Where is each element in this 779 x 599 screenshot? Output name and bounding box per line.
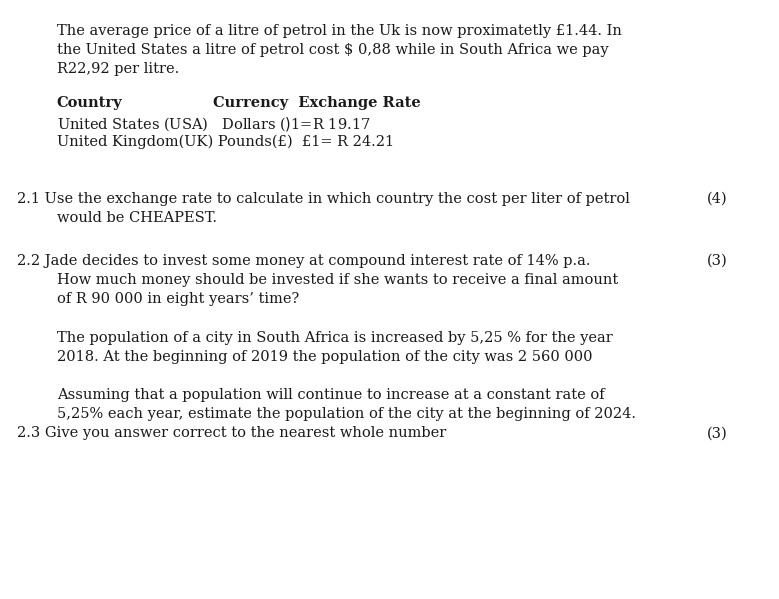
Text: (3): (3) (707, 254, 728, 268)
Text: the United States a litre of petrol cost $ 0,88 while in South Africa we pay: the United States a litre of petrol cost… (57, 43, 608, 57)
Text: Currency  Exchange Rate: Currency Exchange Rate (213, 96, 421, 110)
Text: 2018. At the beginning of 2019 the population of the city was 2 560 000: 2018. At the beginning of 2019 the popul… (57, 350, 592, 364)
Text: The population of a city in South Africa is increased by 5,25 % for the year: The population of a city in South Africa… (57, 331, 612, 344)
Text: The average price of a litre of petrol in the Uk is now proximatetly £1.44. In: The average price of a litre of petrol i… (57, 24, 622, 38)
Text: would be CHEAPEST.: would be CHEAPEST. (57, 211, 217, 225)
Text: United Kingdom(UK) Pounds(£)  £1= R 24.21: United Kingdom(UK) Pounds(£) £1= R 24.21 (57, 134, 394, 149)
Text: 5,25% each year, estimate the population of the city at the beginning of 2024.: 5,25% each year, estimate the population… (57, 407, 636, 421)
Text: Assuming that a population will continue to increase at a constant rate of: Assuming that a population will continue… (57, 388, 605, 402)
Text: of R 90 000 in eight years’ time?: of R 90 000 in eight years’ time? (57, 292, 299, 306)
Text: 2.3 Give you answer correct to the nearest whole number: 2.3 Give you answer correct to the neare… (17, 426, 446, 440)
Text: R22,92 per litre.: R22,92 per litre. (57, 62, 179, 76)
Text: United States (USA)   Dollars ($) $1=R 19.17: United States (USA) Dollars ($) $1=R 19.… (57, 115, 371, 133)
Text: 2.1 Use the exchange rate to calculate in which country the cost per liter of pe: 2.1 Use the exchange rate to calculate i… (17, 192, 630, 205)
Text: Country: Country (57, 96, 122, 110)
Text: (3): (3) (707, 426, 728, 440)
Text: How much money should be invested if she wants to receive a final amount: How much money should be invested if she… (57, 273, 618, 287)
Text: (4): (4) (707, 192, 728, 205)
Text: 2.2 Jade decides to invest some money at compound interest rate of 14% p.a.: 2.2 Jade decides to invest some money at… (17, 254, 590, 268)
